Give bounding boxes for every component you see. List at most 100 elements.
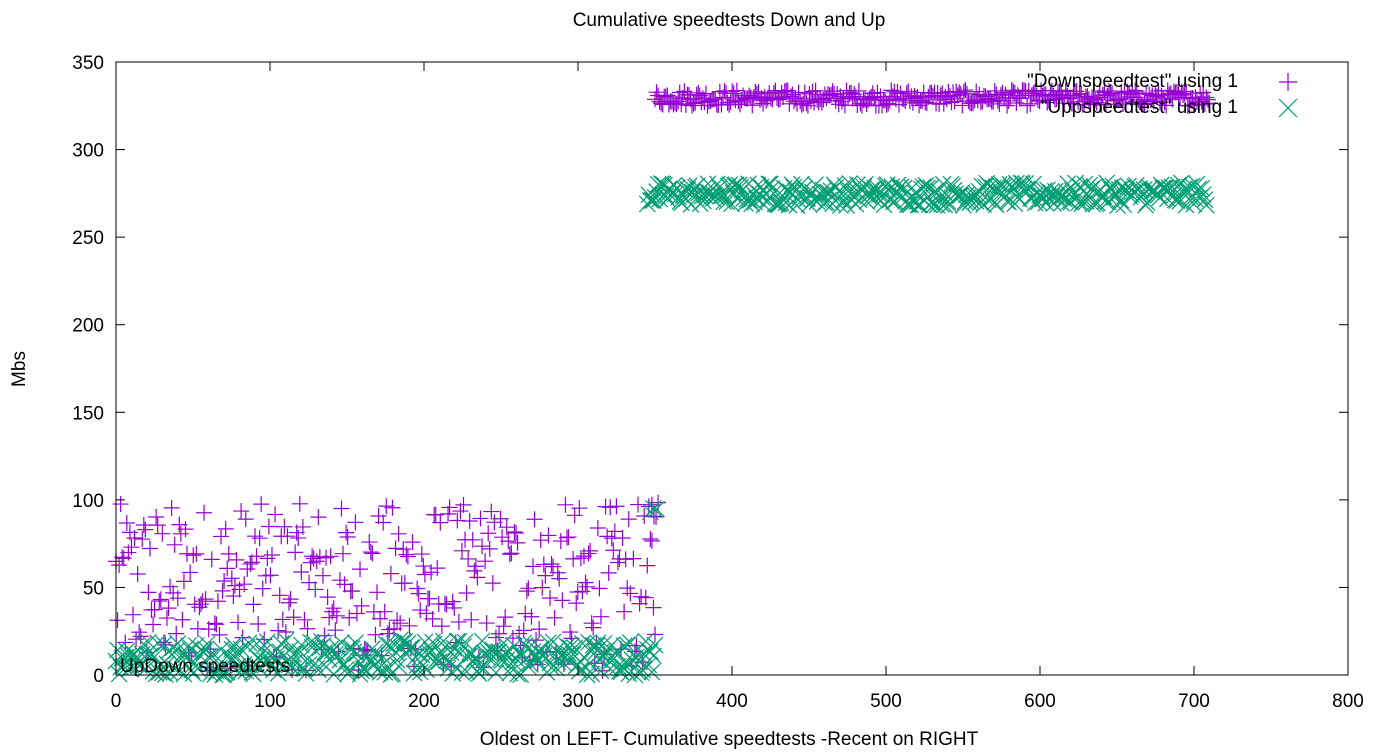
- y-tick-label: 200: [72, 316, 104, 337]
- data-point: [339, 528, 356, 545]
- data-point: [110, 665, 128, 683]
- data-point: [162, 578, 179, 595]
- data-point: [670, 93, 687, 110]
- data-point: [1019, 97, 1036, 114]
- data-point: [653, 95, 670, 112]
- x-tick-label: 700: [1178, 691, 1210, 712]
- data-point: [474, 538, 491, 555]
- data-point: [847, 195, 865, 213]
- data-point: [246, 528, 263, 545]
- data-point: [541, 589, 558, 606]
- data-point: [546, 609, 563, 626]
- data-point: [197, 591, 214, 608]
- data-point: [960, 93, 977, 110]
- data-point: [259, 550, 276, 567]
- data-point: [566, 507, 583, 524]
- data-point: [145, 616, 162, 633]
- data-point: [963, 95, 980, 112]
- data-point: [270, 622, 287, 639]
- data-point: [680, 177, 698, 194]
- data-point: [462, 646, 480, 664]
- data-point: [216, 572, 233, 589]
- data-point: [518, 583, 535, 600]
- data-point: [427, 506, 444, 523]
- data-point: [1025, 175, 1042, 193]
- data-point: [585, 619, 602, 636]
- data-point: [444, 593, 461, 610]
- data-point: [217, 520, 234, 537]
- data-point: [1026, 83, 1043, 100]
- data-point: [1000, 92, 1017, 109]
- data-point: [464, 531, 481, 548]
- data-point: [523, 608, 540, 625]
- data-point: [684, 97, 701, 114]
- data-point: [410, 585, 427, 602]
- data-point: [869, 84, 886, 101]
- data-point: [1096, 84, 1113, 101]
- data-point: [1124, 85, 1141, 102]
- data-point: [472, 659, 489, 677]
- data-point: [316, 627, 333, 644]
- data-point: [807, 82, 824, 99]
- data-point: [971, 86, 988, 103]
- data-point: [1138, 85, 1155, 102]
- data-point: [608, 498, 625, 515]
- data-point: [341, 609, 358, 626]
- data-point: [1115, 196, 1133, 214]
- data-point: [469, 569, 486, 586]
- data-point: [850, 82, 867, 99]
- data-point: [748, 85, 765, 102]
- data-point: [642, 531, 659, 548]
- data-point: [472, 510, 489, 527]
- data-point: [218, 663, 236, 681]
- data-point: [957, 82, 974, 99]
- data-point: [319, 589, 336, 606]
- data-point: [1007, 174, 1025, 192]
- data-point: [829, 86, 846, 103]
- data-point: [338, 524, 355, 541]
- data-point: [155, 635, 173, 653]
- data-point: [329, 646, 347, 664]
- data-point: [455, 496, 472, 513]
- data-point: [1159, 82, 1176, 99]
- data-point: [250, 615, 267, 632]
- data-point: [335, 545, 352, 562]
- data-point: [565, 550, 582, 567]
- data-points: [107, 82, 1218, 684]
- data-point: [282, 640, 299, 658]
- data-point: [1199, 91, 1216, 108]
- data-point: [285, 609, 302, 626]
- data-point: [1079, 88, 1096, 105]
- legend-label: "Uppspeedtest" using 1: [1041, 97, 1238, 118]
- data-point: [384, 665, 401, 682]
- data-point: [381, 621, 398, 638]
- data-point: [146, 648, 164, 666]
- data-point: [242, 555, 259, 572]
- data-point: [895, 179, 913, 197]
- data-point: [158, 610, 175, 627]
- data-point: [645, 192, 662, 209]
- data-point: [111, 557, 128, 574]
- data-point: [617, 653, 635, 671]
- data-point: [1015, 180, 1033, 198]
- data-point: [818, 90, 835, 107]
- data-point: [263, 546, 280, 563]
- data-point: [442, 644, 460, 662]
- data-point: [696, 94, 713, 111]
- data-point: [1178, 83, 1195, 100]
- data-point: [852, 95, 869, 112]
- data-point: [287, 544, 304, 561]
- data-point: [892, 178, 910, 196]
- data-point: [534, 579, 551, 596]
- data-point: [602, 499, 619, 516]
- data-point: [694, 90, 711, 107]
- data-point: [276, 518, 293, 535]
- data-point: [614, 658, 631, 676]
- data-point: [509, 534, 526, 551]
- data-point: [223, 570, 240, 587]
- x-tick-label: 200: [408, 691, 440, 712]
- data-point: [645, 499, 662, 517]
- chart-title: Cumulative speedtests Down and Up: [573, 10, 886, 31]
- data-point: [659, 87, 676, 104]
